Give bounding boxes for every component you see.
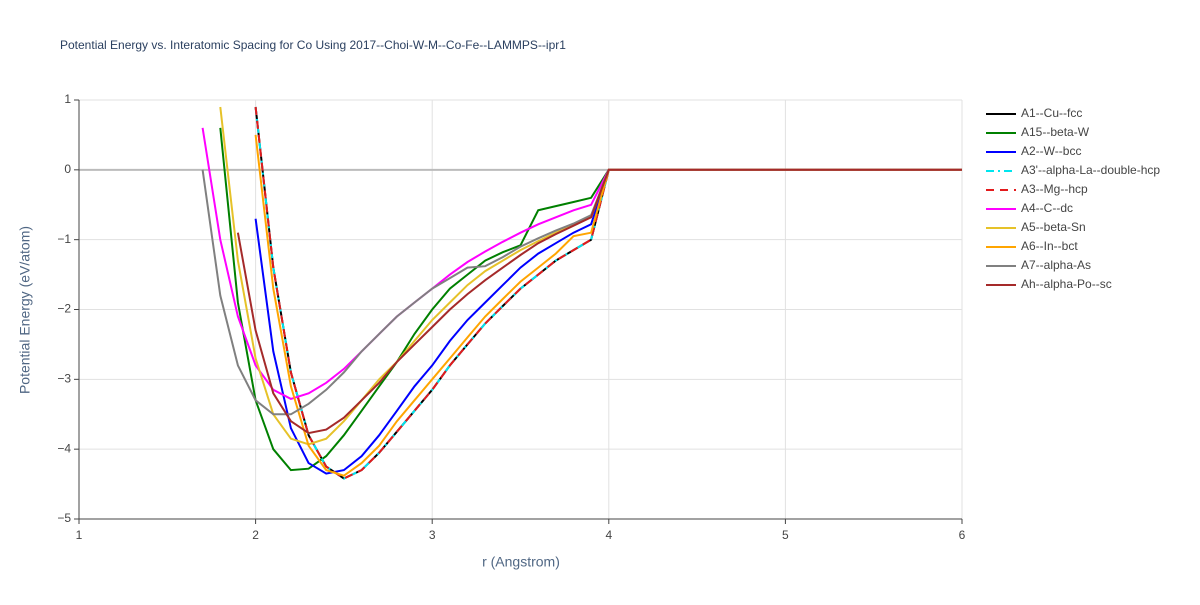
y-tick-label: −1 (57, 232, 71, 246)
series-line (201, 168, 962, 416)
y-axis-label: Potential Energy (eV/atom) (17, 226, 33, 394)
chart-title: Potential Energy vs. Interatomic Spacing… (60, 38, 566, 52)
series-line (219, 106, 962, 446)
y-tick-label: −3 (57, 372, 71, 386)
y-tick-label: −4 (57, 441, 71, 455)
series-line (236, 168, 962, 435)
x-tick-label: 5 (782, 528, 789, 542)
legend-label: A3--Mg--hcp (1021, 182, 1088, 196)
y-tick-label: −5 (57, 511, 71, 525)
x-tick-label: 6 (959, 528, 966, 542)
legend-label: A5--beta-Sn (1021, 220, 1086, 234)
legend-label: A7--alpha-As (1021, 258, 1091, 272)
legend-label: A6--In--bct (1021, 239, 1078, 253)
x-tick-label: 1 (76, 528, 83, 542)
legend-label: A2--W--bcc (1021, 144, 1081, 158)
legend-label: A3'--alpha-La--double-hcp (1021, 163, 1160, 177)
legend-label: Ah--alpha-Po--sc (1021, 277, 1112, 291)
x-tick-label: 4 (605, 528, 612, 542)
y-tick-label: 1 (64, 92, 71, 106)
y-tick-label: −2 (57, 302, 71, 316)
plot-area (201, 106, 962, 480)
x-tick-label: 3 (429, 528, 436, 542)
series-line (254, 106, 962, 480)
x-axis-label: r (Angstrom) (482, 554, 560, 570)
legend-label: A15--beta-W (1021, 125, 1090, 139)
legend-label: A1--Cu--fcc (1021, 106, 1082, 120)
series-line (201, 127, 962, 400)
series-line (219, 127, 962, 472)
y-tick-label: 0 (64, 162, 71, 176)
legend-label: A4--C--dc (1021, 201, 1073, 215)
x-tick-label: 2 (252, 528, 259, 542)
